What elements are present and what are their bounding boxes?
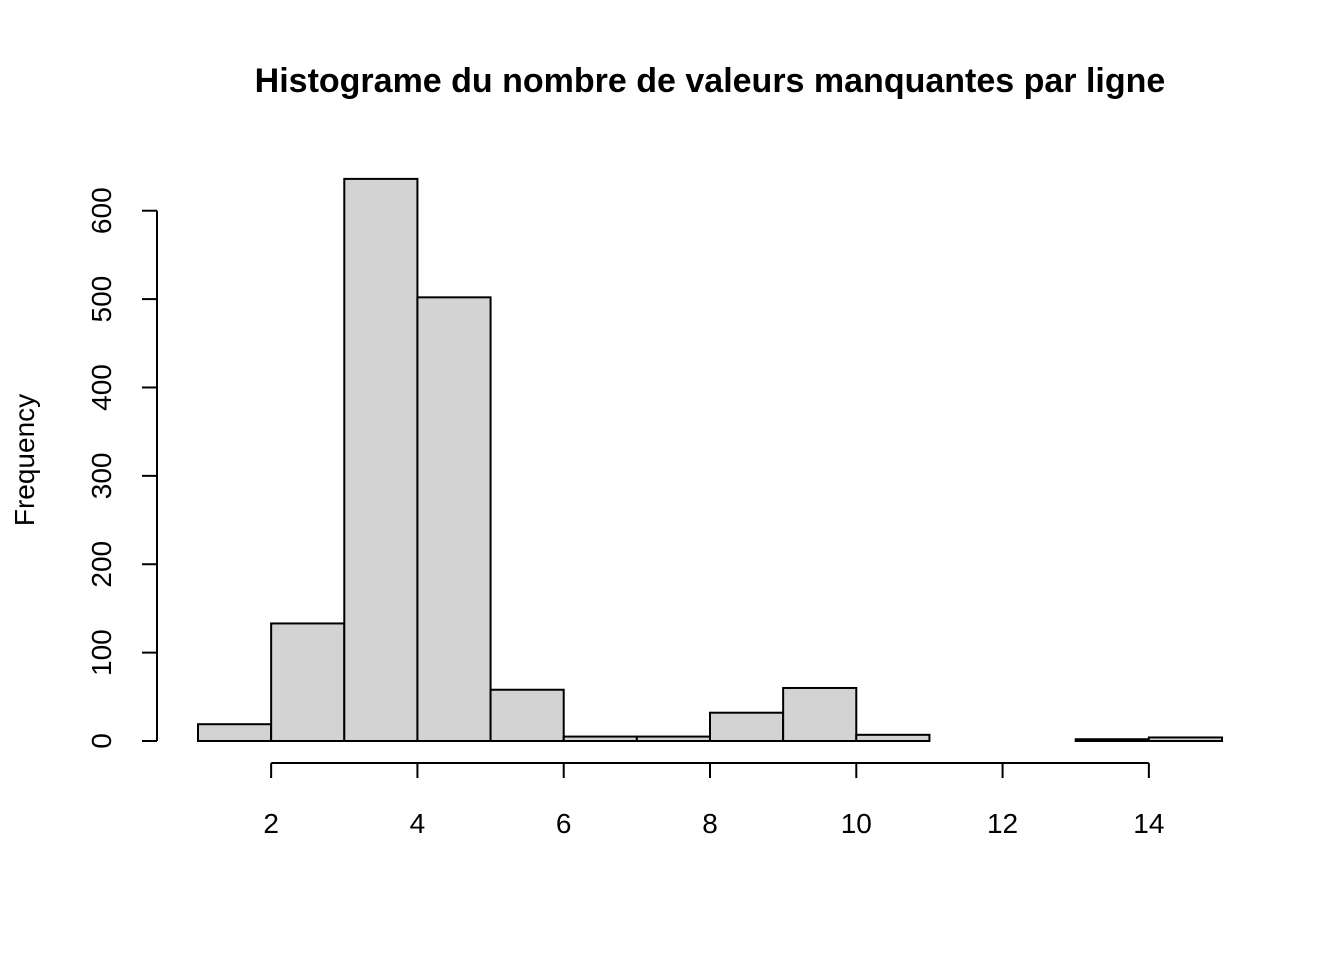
x-tick-label: 10 bbox=[841, 808, 872, 839]
histogram-bar bbox=[343, 177, 419, 742]
histogram-bar bbox=[416, 296, 492, 742]
y-axis: 0 100 200 300 400 500 600 bbox=[86, 187, 158, 749]
x-axis: 2 4 6 8 10 12 14 bbox=[263, 762, 1164, 839]
x-tick-label: 6 bbox=[556, 808, 572, 839]
histogram-bar bbox=[562, 735, 638, 742]
histogram-bar bbox=[489, 688, 565, 743]
y-tick-label: 0 bbox=[86, 733, 117, 749]
y-axis-label: Frequency bbox=[9, 394, 40, 526]
histogram-bar bbox=[1074, 738, 1150, 743]
bars-group bbox=[197, 177, 1224, 743]
x-tick-label: 4 bbox=[410, 808, 426, 839]
histogram-bar bbox=[782, 686, 858, 742]
x-tick-label: 14 bbox=[1133, 808, 1164, 839]
y-tick-label: 100 bbox=[86, 629, 117, 676]
histogram-bar bbox=[635, 735, 711, 742]
y-tick-label: 600 bbox=[86, 187, 117, 234]
x-tick-label: 2 bbox=[263, 808, 279, 839]
histogram-bar bbox=[1147, 736, 1224, 742]
y-tick-label: 200 bbox=[86, 541, 117, 588]
y-tick-label: 300 bbox=[86, 453, 117, 500]
histogram-bar bbox=[855, 733, 931, 743]
chart-title: Histograme du nombre de valeurs manquant… bbox=[255, 62, 1166, 100]
histogram-bar bbox=[197, 723, 273, 743]
x-tick-label: 8 bbox=[702, 808, 718, 839]
x-tick-label: 12 bbox=[987, 808, 1018, 839]
y-tick-label: 400 bbox=[86, 364, 117, 411]
histogram-bar bbox=[270, 622, 346, 742]
histogram-bar bbox=[709, 711, 785, 742]
y-tick-label: 500 bbox=[86, 276, 117, 323]
